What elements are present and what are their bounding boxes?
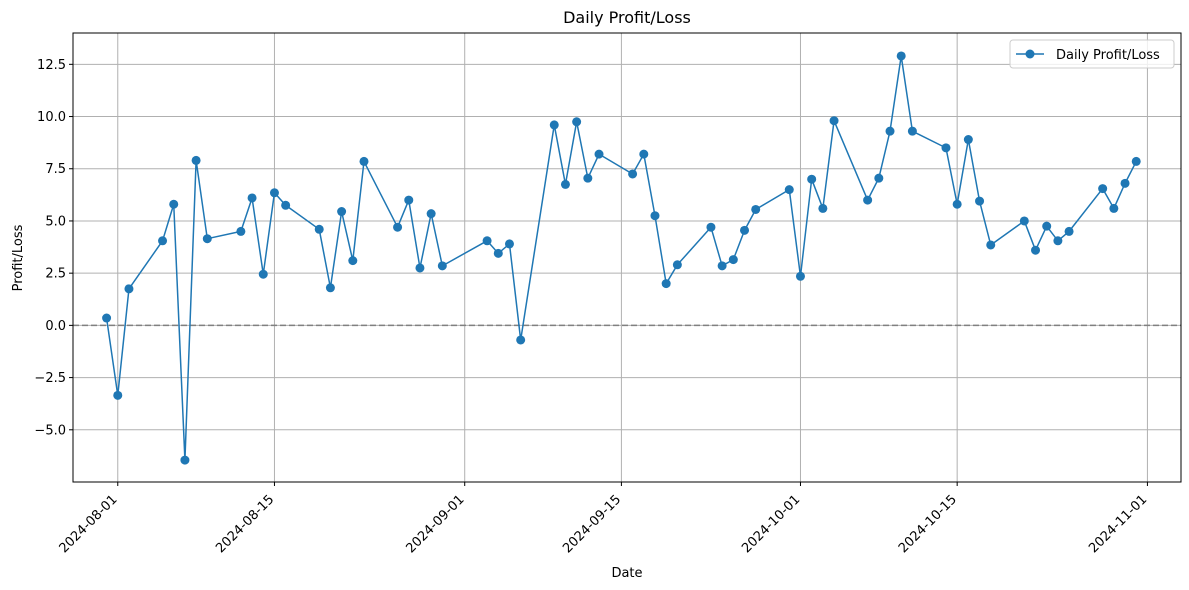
data-point [706, 222, 716, 232]
series-group [102, 51, 1141, 465]
data-point [1042, 221, 1052, 231]
data-point [975, 196, 985, 206]
data-point [784, 185, 794, 195]
data-point [1131, 156, 1141, 166]
data-point [560, 179, 570, 189]
data-point [516, 335, 526, 345]
data-point [1120, 178, 1130, 188]
data-point [337, 207, 347, 217]
data-point [583, 173, 593, 183]
data-point [751, 204, 761, 214]
chart-title: Daily Profit/Loss [563, 8, 691, 27]
data-point [818, 203, 828, 213]
data-point [717, 261, 727, 271]
data-point [493, 248, 503, 258]
y-tick-label: 10.0 [37, 110, 66, 125]
y-tick-label: 5.0 [45, 214, 66, 229]
data-point [314, 224, 324, 234]
data-point [952, 199, 962, 209]
data-point [1064, 226, 1074, 236]
data-point [1109, 203, 1119, 213]
legend-box [1009, 39, 1175, 69]
data-point [269, 188, 279, 198]
data-point [281, 200, 291, 210]
data-point [169, 199, 179, 209]
data-point [963, 135, 973, 145]
data-point [549, 120, 559, 130]
data-point [1098, 184, 1108, 194]
data-point [907, 126, 917, 136]
data-point [426, 209, 436, 219]
data-point [325, 283, 335, 293]
data-point [628, 169, 638, 179]
plot-frame [72, 32, 1182, 483]
data-point [113, 390, 123, 400]
data-point [863, 195, 873, 205]
data-point [180, 455, 190, 465]
data-point [247, 193, 257, 203]
data-point [504, 239, 514, 249]
data-point [158, 236, 168, 246]
legend: Daily Profit/Loss [1009, 39, 1175, 69]
data-point [672, 260, 682, 270]
data-point [191, 155, 201, 165]
y-axis-ticks: −5.0 −2.5 0.0 2.5 5.0 7.5 10.0 12.5 [34, 58, 73, 438]
data-point [404, 195, 414, 205]
y-axis-title: Profit/Loss [11, 224, 26, 291]
data-point [482, 236, 492, 246]
data-point [650, 211, 660, 221]
data-point [661, 279, 671, 289]
data-point [1019, 216, 1029, 226]
data-point [572, 117, 582, 127]
legend-marker-swatch [1025, 49, 1035, 59]
x-axis-title: Date [611, 566, 642, 581]
y-tick-label: 2.5 [45, 267, 66, 282]
data-point [986, 240, 996, 250]
y-tick-label: 12.5 [37, 58, 66, 73]
data-point [437, 261, 447, 271]
data-point [740, 225, 750, 235]
legend-label: Daily Profit/Loss [1056, 48, 1160, 63]
data-point [896, 51, 906, 61]
data-point [1031, 245, 1041, 255]
data-point [639, 149, 649, 159]
data-point [236, 226, 246, 236]
data-point [102, 313, 112, 323]
data-point [829, 116, 839, 126]
data-point [415, 263, 425, 273]
y-tick-label: 0.0 [45, 319, 66, 334]
data-point [594, 149, 604, 159]
series-line [105, 55, 1137, 461]
y-tick-label: −5.0 [34, 423, 66, 438]
data-point [941, 143, 951, 153]
data-point [807, 174, 817, 184]
data-point [124, 284, 134, 294]
data-point [795, 271, 805, 281]
y-tick-label: −2.5 [34, 371, 66, 386]
data-point [874, 173, 884, 183]
plot-area [73, 33, 1181, 482]
data-point [728, 255, 738, 265]
data-point [885, 126, 895, 136]
data-point [348, 256, 358, 266]
data-point [359, 156, 369, 166]
y-tick-label: 7.5 [45, 162, 66, 177]
data-point [202, 234, 212, 244]
data-point [393, 222, 403, 232]
data-point [1053, 236, 1063, 246]
data-point [258, 269, 268, 279]
